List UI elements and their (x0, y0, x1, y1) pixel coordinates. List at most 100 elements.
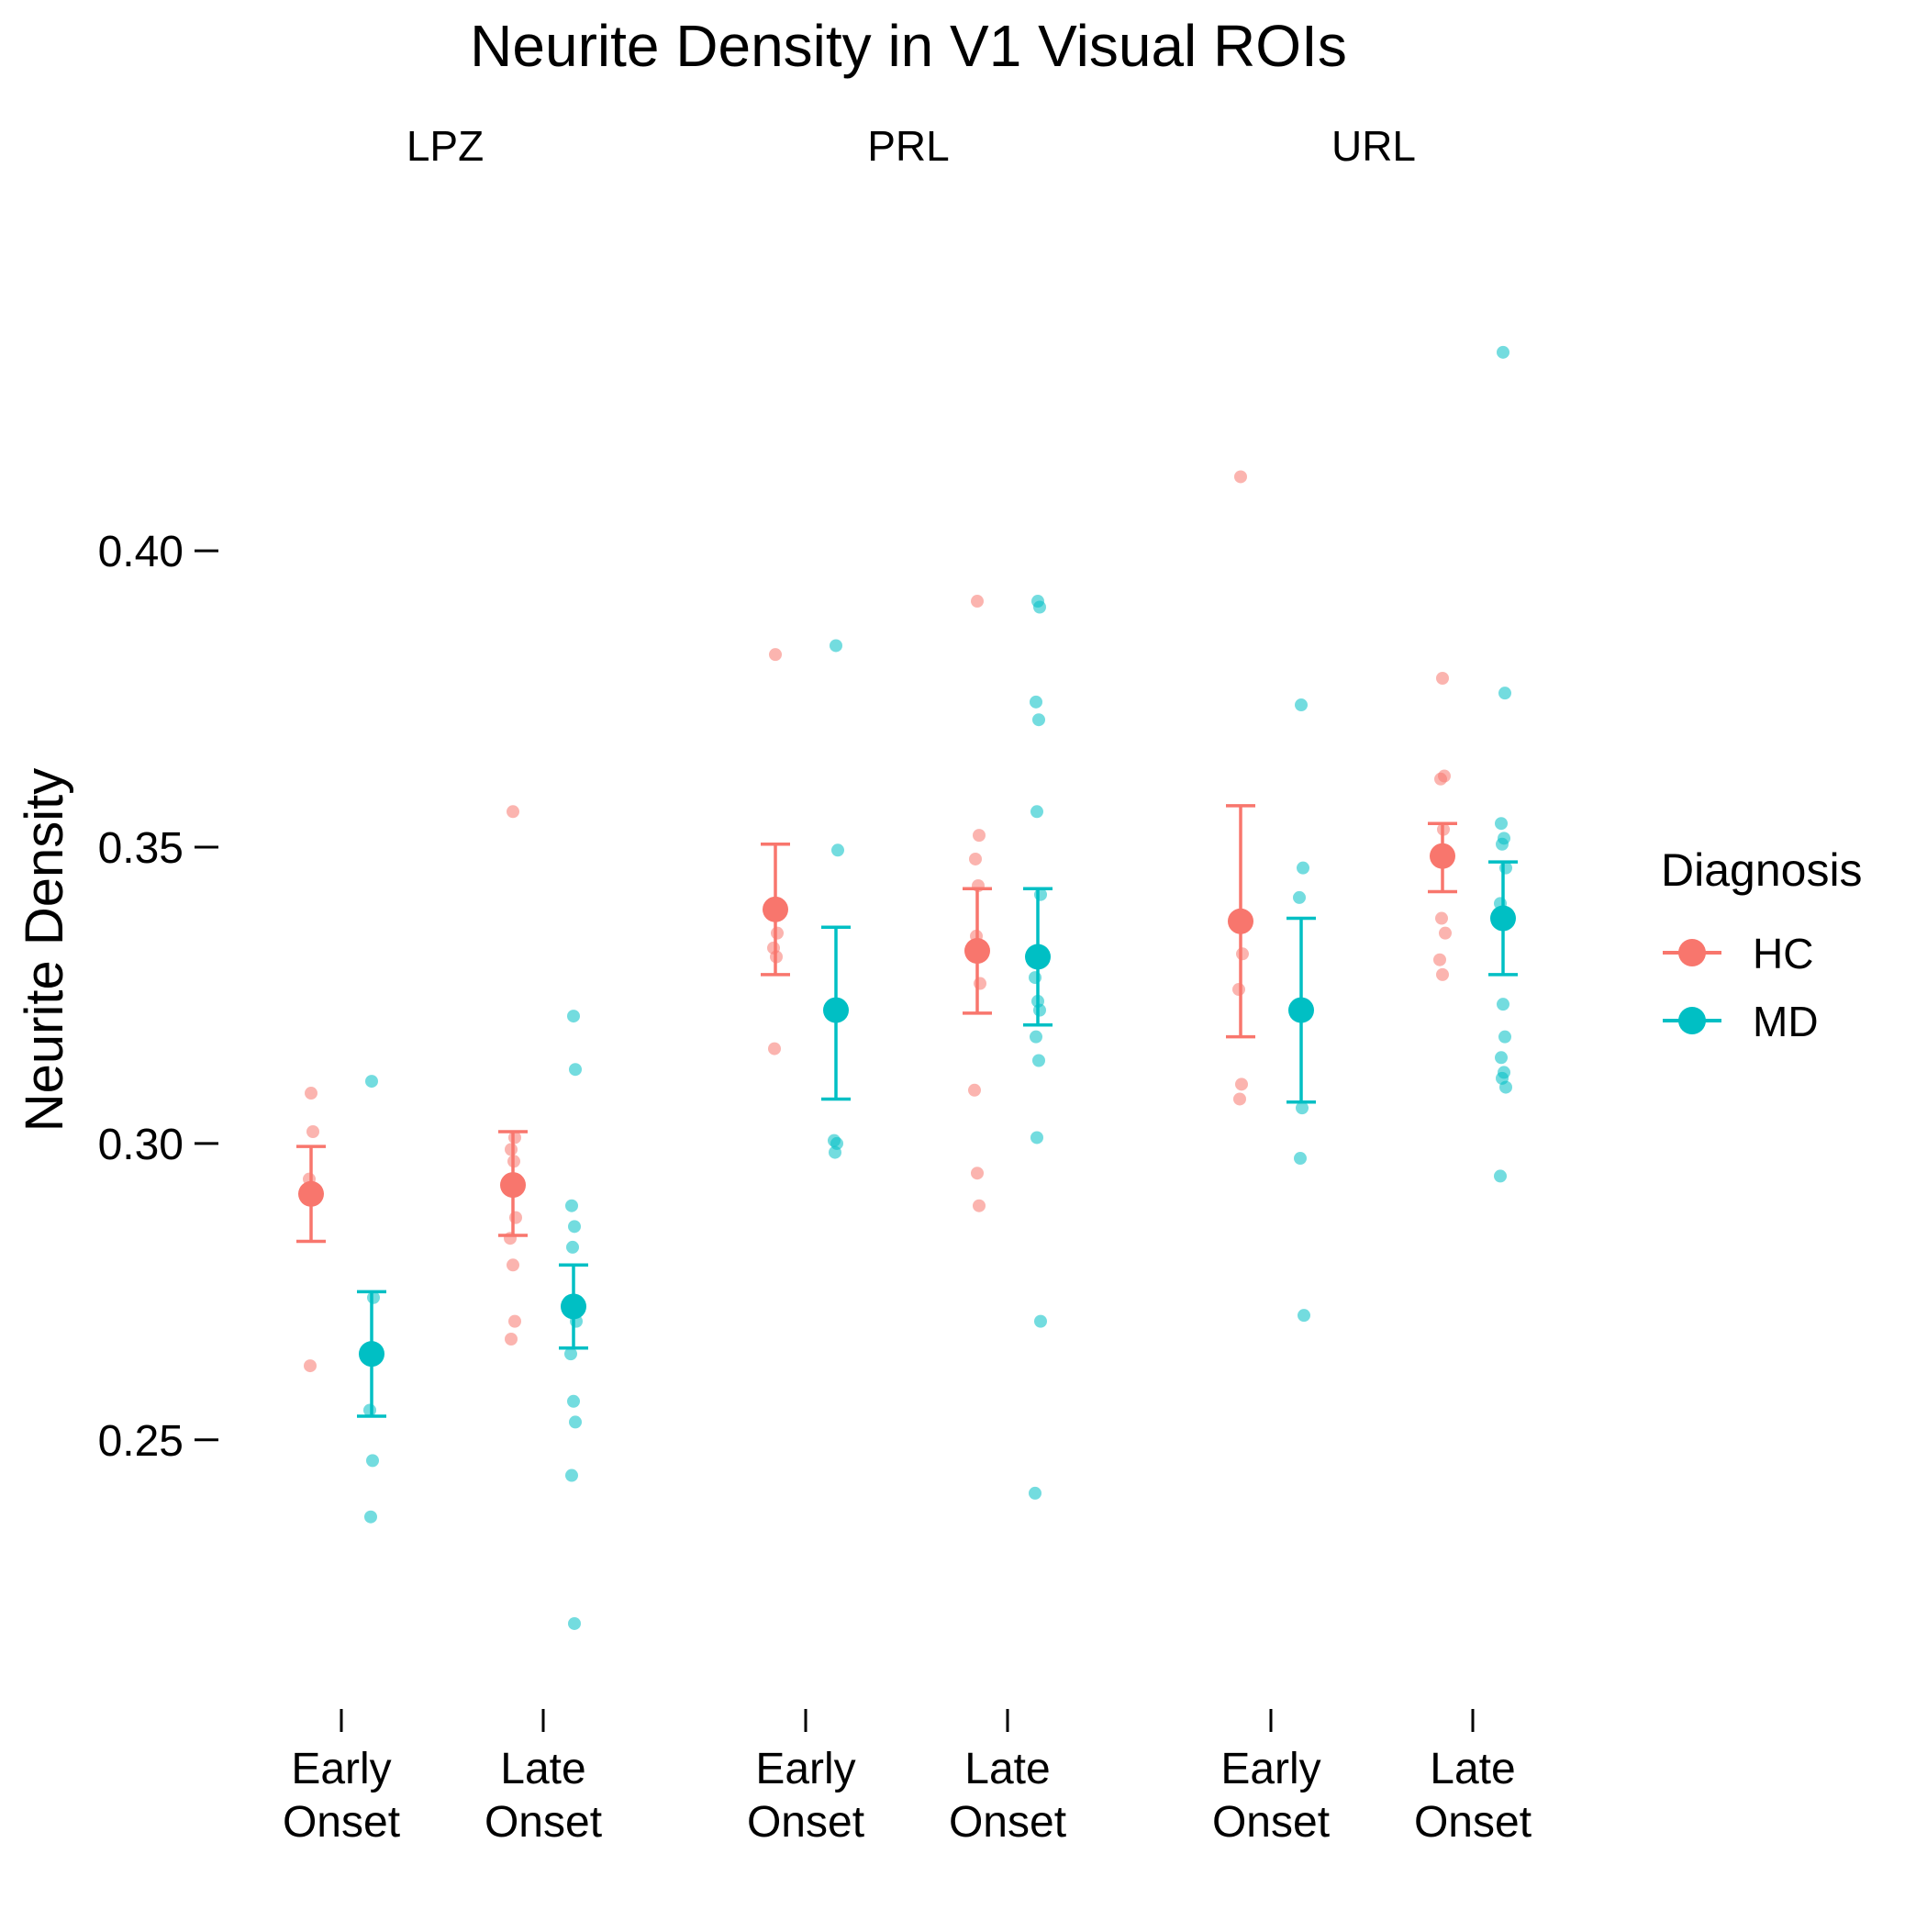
hc-mean-point (1228, 908, 1253, 934)
hc-observation-point (969, 852, 982, 865)
md-observation-point (365, 1075, 378, 1089)
md-observation-point (1033, 600, 1046, 614)
md-observation-point (1498, 1030, 1511, 1044)
legend-title: Diagnosis (1661, 844, 1863, 896)
y-tick-label: 0.25 (98, 1417, 184, 1466)
x-tick-label-line2: Onset (1414, 1798, 1532, 1847)
md-mean-point (823, 997, 849, 1023)
y-axis: 0.25 0.30 0.35 0.40 (98, 528, 218, 1466)
legend-md-label: MD (1753, 998, 1819, 1045)
panel-label-prl: PRL (867, 122, 949, 170)
hc-observation-point (768, 1042, 781, 1055)
md-observation-point (1494, 1169, 1507, 1183)
hc-observation-point (1436, 967, 1449, 981)
hc-observation-point (1435, 911, 1448, 925)
hc-observation-point (509, 1211, 522, 1224)
hc-observation-point (1235, 1078, 1248, 1091)
md-mean-point (1490, 905, 1516, 932)
hc-observation-point (1436, 671, 1449, 685)
md-observation-point (1030, 805, 1043, 819)
md-observation-point (831, 843, 844, 857)
hc-observation-point (1233, 1092, 1246, 1106)
md-observation-point (1034, 1314, 1047, 1328)
hc-observation-point (505, 1143, 518, 1156)
x-tick-label-line1: Early (291, 1745, 391, 1793)
md-observation-point (1298, 1309, 1310, 1323)
md-observation-point (569, 1415, 582, 1429)
md-observation-point (1497, 998, 1509, 1011)
md-observation-point (566, 1240, 579, 1254)
md-observation-point (1293, 890, 1306, 904)
md-observation-point (1499, 1080, 1512, 1094)
hc-mean-point (1430, 843, 1455, 869)
x-tick-label-line1: Early (1220, 1745, 1320, 1793)
x-tick-label-line2: Onset (949, 1798, 1066, 1847)
x-tick-label-line2: Onset (485, 1798, 602, 1847)
md-observation-point (1497, 345, 1509, 359)
md-observation-point (1029, 971, 1041, 985)
x-tick-label-line2: Onset (1212, 1798, 1330, 1847)
md-observation-point (1495, 817, 1508, 831)
legend-hc-marker (1678, 939, 1706, 966)
md-observation-point (1032, 1054, 1045, 1067)
y-tick-label: 0.30 (98, 1121, 184, 1169)
md-observation-point (1032, 713, 1045, 727)
panel-label-lpz: LPZ (407, 122, 484, 170)
md-observation-point (1498, 687, 1511, 700)
md-mean-point (359, 1341, 384, 1368)
x-tick-label-line1: Late (500, 1745, 585, 1793)
hc-observation-point (973, 1199, 986, 1212)
x-tick-label-line1: Late (1430, 1745, 1515, 1793)
hc-mean-point (763, 896, 788, 922)
hc-mean-point (964, 938, 990, 965)
hc-observation-point (971, 1167, 984, 1180)
hc-observation-point (771, 926, 784, 940)
md-observation-point (829, 1145, 841, 1159)
x-axis: Early Onset Late Onset Early Onset Late Onset Ea… (283, 1709, 1532, 1847)
md-observation-point (1495, 1051, 1508, 1065)
x-tick-label-line1: Early (755, 1745, 855, 1793)
hc-observation-point (305, 1087, 317, 1100)
hc-observation-point (1232, 983, 1245, 997)
md-observation-point (1030, 1030, 1042, 1044)
md-observation-point (567, 1010, 580, 1023)
hc-observation-point (968, 1083, 981, 1097)
md-observation-point (1294, 1152, 1307, 1166)
y-tick-label: 0.40 (98, 528, 184, 576)
md-observation-point (364, 1510, 377, 1524)
md-observation-point (567, 1394, 580, 1408)
md-observation-point (1296, 1101, 1309, 1115)
hc-observation-point (974, 977, 986, 990)
x-tick-label-line2: Onset (747, 1798, 864, 1847)
legend: Diagnosis HC MD (1661, 844, 1863, 1045)
y-axis-title: Neurite Density (15, 768, 74, 1132)
hc-observation-point (1236, 947, 1249, 961)
hc-observation-point (1434, 772, 1447, 786)
y-tick-label: 0.35 (98, 824, 184, 873)
md-observation-point (1029, 1486, 1041, 1500)
md-observation-point (1496, 837, 1509, 851)
md-observation-point (1030, 1131, 1043, 1145)
hc-observation-point (769, 648, 782, 662)
x-tick-label-line2: Onset (283, 1798, 400, 1847)
md-mean-point (1025, 944, 1051, 970)
hc-observation-point (973, 829, 986, 843)
md-mean-point (1288, 997, 1314, 1023)
hc-observation-point (507, 805, 519, 819)
md-observation-point (568, 1616, 581, 1630)
hc-observation-point (507, 1258, 519, 1272)
md-observation-point (565, 1199, 578, 1212)
md-observation-point (1295, 698, 1308, 712)
chart-title: Neurite Density in V1 Visual ROIs (470, 13, 1347, 79)
x-tick-label-line1: Late (964, 1745, 1050, 1793)
hc-observation-point (508, 1314, 521, 1328)
md-observation-point (830, 639, 842, 653)
hc-observation-point (505, 1333, 518, 1346)
md-observation-point (565, 1469, 578, 1482)
hc-observation-point (306, 1124, 319, 1138)
md-observation-point (564, 1347, 577, 1361)
md-observation-point (569, 1063, 582, 1077)
hc-mean-point (500, 1172, 526, 1199)
